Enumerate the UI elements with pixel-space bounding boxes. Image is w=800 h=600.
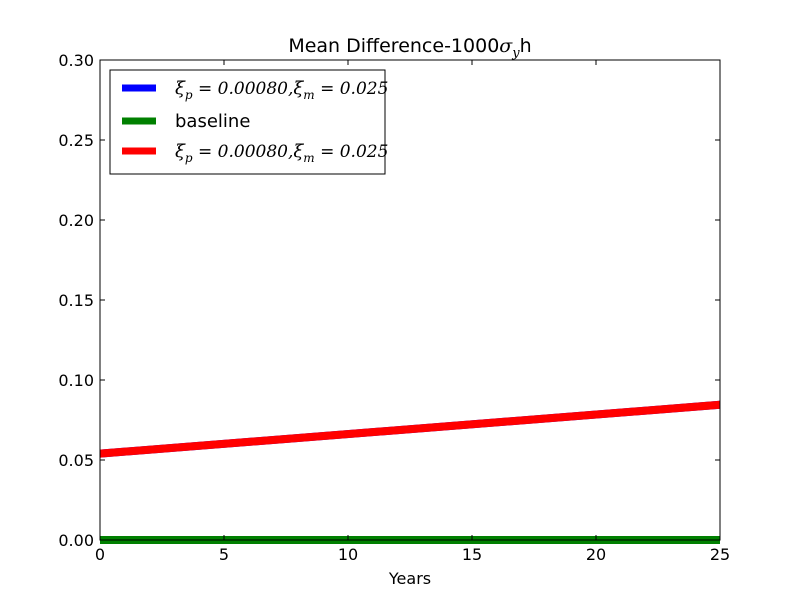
chart-title: Mean Difference-1000σyh xyxy=(288,35,531,61)
x-tick-label: 25 xyxy=(710,545,730,564)
y-tick-label: 0.25 xyxy=(58,131,94,150)
legend: ξp = 0.00080,ξm = 0.025 baseline ξp = 0.00… xyxy=(109,69,388,175)
x-tick-label: 20 xyxy=(586,545,606,564)
y-tick-label: 0.15 xyxy=(58,291,94,310)
legend-label-1: ξp = 0.00080,ξm = 0.025 xyxy=(175,78,388,102)
y-tick-label: 0.10 xyxy=(58,371,94,390)
y-tick-label: 0.05 xyxy=(58,451,94,470)
x-tick-label: 10 xyxy=(338,545,358,564)
ticks-layer: 0 5 10 15 20 25 0.00 0.05 0.10 0.15 0.20 0.25 0.30 xyxy=(58,51,730,564)
y-tick-label: 0.20 xyxy=(58,211,94,230)
legend-label-3: ξp = 0.00080,ξm = 0.025 xyxy=(175,141,388,165)
x-tick-label: 15 xyxy=(462,545,482,564)
x-tick-label: 5 xyxy=(219,545,229,564)
y-tick-label: 0.00 xyxy=(58,531,94,550)
x-axis-label: Years xyxy=(388,569,431,588)
x-tick-label: 0 xyxy=(95,545,105,564)
y-tick-label: 0.30 xyxy=(58,51,94,70)
series-layer xyxy=(99,400,721,544)
legend-label-2: baseline xyxy=(175,111,250,132)
series-line-3 xyxy=(99,400,721,458)
